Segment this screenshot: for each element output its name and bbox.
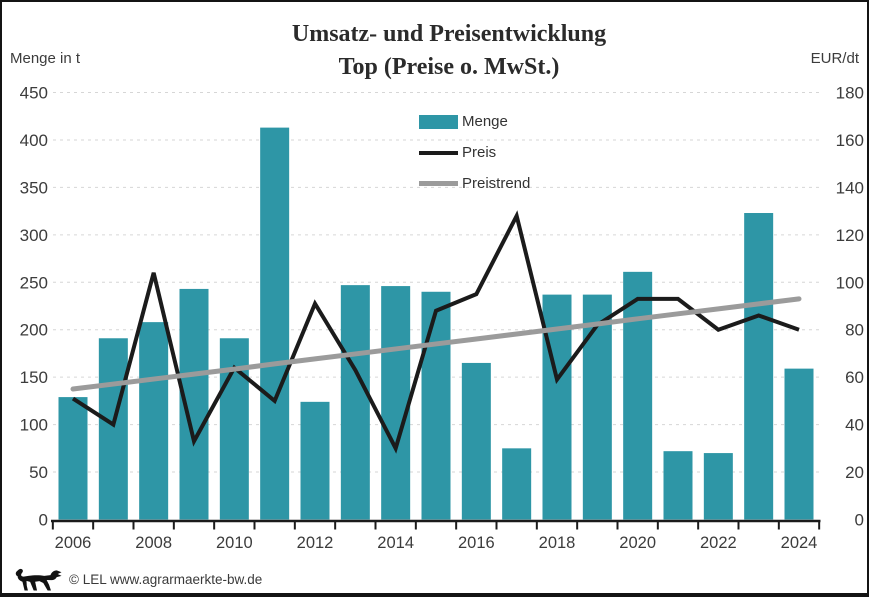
left-axis-tick-label: 0 (39, 511, 48, 530)
left-axis-tick-label: 250 (20, 273, 48, 292)
menge-bar-2024 (784, 368, 814, 520)
legend-item-preistrend: Preistrend (419, 168, 530, 199)
x-axis-tick-label: 2018 (539, 534, 576, 552)
menge-bar-2016 (461, 362, 491, 520)
menge-bar-2013 (340, 285, 370, 520)
x-axis-tick-label: 2014 (377, 534, 414, 552)
menge-bar-2017 (502, 448, 532, 520)
menge-bar-2007 (98, 338, 128, 520)
preistrend-line-swatch-icon (419, 181, 458, 186)
x-axis-tick-label: 2022 (700, 534, 737, 552)
menge-bar-2023 (744, 213, 774, 520)
x-axis-tick-label: 2010 (216, 534, 253, 552)
legend-item-menge: Menge (419, 106, 530, 137)
chart-title-line1: Umsatz- und Preisentwicklung (291, 21, 607, 47)
menge-bar-swatch-icon (419, 114, 458, 129)
right-axis-tick-label: 160 (836, 131, 864, 150)
left-axis-tick-label: 100 (20, 416, 48, 435)
menge-bar-2022 (703, 453, 733, 520)
menge-bar-2006 (58, 397, 88, 520)
footer-credit-text: © LEL www.agrarmaerkte-bw.de (69, 571, 263, 587)
x-axis-tick-label: 2024 (781, 534, 818, 552)
menge-bar-2008 (139, 322, 169, 520)
right-axis-tick-label: 0 (855, 511, 864, 530)
chart-legend: Menge Preis Preistrend (419, 106, 530, 199)
left-axis-tick-label: 400 (20, 131, 48, 150)
right-axis-tick-label: 20 (845, 463, 864, 482)
legend-item-preis: Preis (419, 137, 530, 168)
right-axis-tick-label: 80 (845, 321, 864, 340)
menge-bar-2019 (582, 294, 612, 520)
menge-bar-2020 (623, 271, 653, 520)
chart-title-line2: Top (Preise o. MwSt.) (338, 54, 560, 80)
legend-label-preis: Preis (462, 144, 497, 161)
chart-title: Umsatz- und Preisentwicklung Top (Preise… (27, 18, 867, 84)
right-axis-tick-label: 180 (836, 84, 864, 103)
menge-bar-2011 (260, 127, 290, 520)
preis-line (71, 210, 800, 454)
left-axis-tick-label: 300 (20, 226, 48, 245)
right-axis-tick-label: 140 (836, 178, 864, 197)
preistrend-line (70, 296, 802, 392)
x-axis-tick-label: 2006 (55, 534, 92, 552)
menge-bar-2012 (300, 401, 330, 520)
menge-bar-2014 (381, 286, 411, 520)
right-axis-unit-label: EUR/dt (810, 50, 859, 67)
x-axis-tick-label: 2016 (458, 534, 495, 552)
left-axis-tick-label: 450 (20, 84, 48, 103)
left-axis-tick-label: 200 (20, 321, 48, 340)
right-axis-tick-label: 120 (836, 226, 864, 245)
right-axis-tick-label: 60 (845, 368, 864, 387)
footer-credit-bar: © LEL www.agrarmaerkte-bw.de (14, 564, 514, 593)
x-axis-tick-label: 2020 (619, 534, 656, 552)
x-axis-tick-label: 2012 (297, 534, 334, 552)
legend-label-menge: Menge (462, 113, 508, 130)
menge-bar-2021 (663, 451, 693, 520)
preis-line-swatch-icon (419, 150, 458, 155)
right-axis-tick-label: 100 (836, 273, 864, 292)
left-axis-tick-label: 150 (20, 368, 48, 387)
left-axis-tick-label: 50 (29, 463, 48, 482)
legend-label-preistrend: Preistrend (462, 175, 531, 192)
menge-bar-2015 (421, 291, 451, 520)
left-axis-unit-label: Menge in t (10, 50, 81, 67)
left-axis-tick-label: 350 (20, 178, 48, 197)
right-axis-tick-label: 40 (845, 416, 864, 435)
x-axis-tick-label: 2008 (135, 534, 172, 552)
baden-wuerttemberg-lion-logo-icon (15, 568, 62, 591)
